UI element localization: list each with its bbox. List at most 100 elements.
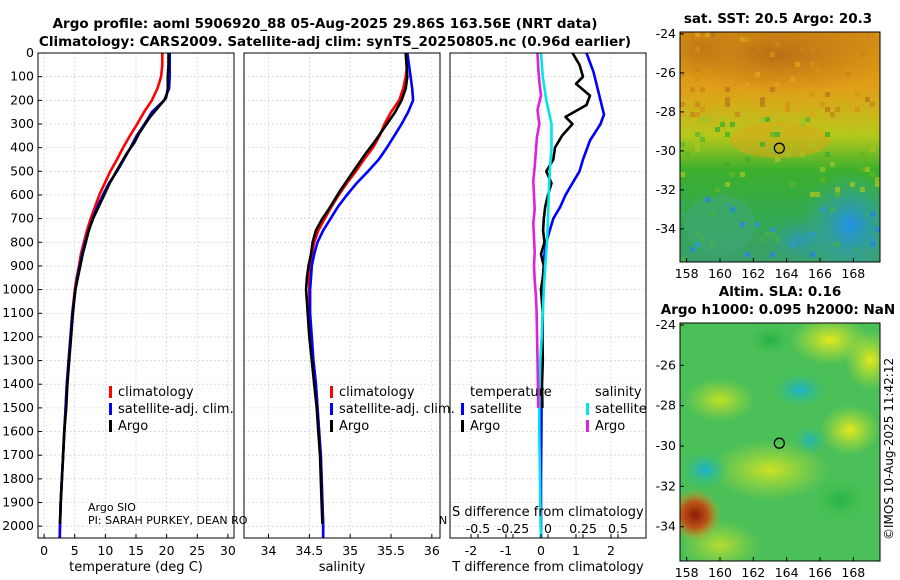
salinity-lines bbox=[304, 52, 415, 538]
temperature-xticks: 0 5 10 15 20 25 30 bbox=[40, 534, 236, 558]
sst-pixel bbox=[695, 147, 700, 152]
sst-pixel bbox=[735, 32, 740, 37]
sst-pixel bbox=[740, 172, 745, 177]
sst-pixel bbox=[870, 147, 875, 152]
sst-pixel bbox=[875, 132, 880, 137]
sst-pixel bbox=[725, 87, 730, 92]
sst-pixel bbox=[810, 112, 815, 117]
sst-pixel bbox=[810, 232, 815, 237]
sst-pixel bbox=[680, 172, 685, 177]
sst-pixel bbox=[835, 107, 840, 112]
sst-pixel bbox=[685, 152, 690, 157]
depth-tick-label: 500 bbox=[10, 163, 34, 178]
sst-pixel bbox=[725, 57, 730, 62]
legend-label-sal-satellite: satellite bbox=[595, 402, 647, 417]
sst-map-panel: sat. SST: 20.5 Argo: 20.3 158 160 162 164 16… bbox=[656, 11, 881, 281]
sst-pixel bbox=[770, 87, 775, 92]
sst-pixel bbox=[820, 207, 825, 212]
sst-pixel bbox=[800, 117, 805, 122]
lon-tick-label: 168 bbox=[841, 565, 865, 580]
legend-swatch-argo bbox=[330, 420, 333, 432]
sst-pixel bbox=[755, 222, 760, 227]
sst-pixel bbox=[770, 67, 775, 72]
x-tick-label: 0 bbox=[40, 543, 48, 558]
depth-tick-label: 1900 bbox=[2, 495, 34, 510]
legend-swatch-argo bbox=[109, 420, 112, 432]
sst-pixel bbox=[700, 107, 705, 112]
depth-tick-label: 800 bbox=[10, 234, 34, 249]
sst-pixel bbox=[680, 257, 685, 262]
series-line-salinity-satellite bbox=[537, 52, 553, 539]
sst-pixel bbox=[720, 117, 725, 122]
sst-pixel bbox=[695, 67, 700, 72]
sst-pixel bbox=[870, 102, 875, 107]
lat-tick-label: -24 bbox=[656, 26, 676, 41]
temperature-lines bbox=[58, 53, 171, 539]
lon-tick-label: 158 bbox=[675, 266, 699, 281]
sst-pixel bbox=[825, 92, 830, 97]
lat-tick-label: -24 bbox=[656, 317, 676, 332]
depth-tick-label: 0 bbox=[26, 45, 34, 60]
sst-pixel bbox=[760, 237, 765, 242]
secondary-tick-label: -0.25 bbox=[497, 521, 529, 536]
sst-pixel bbox=[850, 132, 855, 137]
sst-pixel bbox=[810, 62, 815, 67]
sst-pixels bbox=[680, 32, 880, 262]
sla-map-title-line2: Argo h1000: 0.095 h2000: NaN bbox=[661, 302, 895, 318]
sst-pixel bbox=[845, 67, 850, 72]
sst-pixel bbox=[855, 137, 860, 142]
lat-tick-label: -28 bbox=[656, 398, 676, 413]
sst-pixel bbox=[725, 42, 730, 47]
sst-pixel bbox=[855, 107, 860, 112]
sst-pixel bbox=[875, 182, 880, 187]
sst-pixel bbox=[820, 167, 825, 172]
sst-xticks: 158 160 162 164 166 168 bbox=[675, 258, 865, 281]
sst-pixel bbox=[730, 207, 735, 212]
legend-label-satellite-adj: satellite-adj. clim. bbox=[118, 402, 234, 417]
sst-pixel bbox=[760, 142, 765, 147]
sst-pixel bbox=[860, 52, 865, 57]
depth-tick-label: 200 bbox=[10, 92, 34, 107]
sst-pixel bbox=[700, 132, 705, 137]
sst-pixel bbox=[785, 102, 790, 107]
lat-tick-label: -34 bbox=[656, 221, 676, 236]
x-tick-label: 2 bbox=[607, 543, 615, 558]
difference-legend: temperature salinity satellite Argo sate… bbox=[461, 385, 647, 434]
sst-pixel bbox=[795, 62, 800, 67]
depth-tick-label: 1200 bbox=[2, 329, 34, 344]
x-tick-label: 10 bbox=[97, 543, 113, 558]
sst-pixel bbox=[720, 122, 725, 127]
sst-pixel bbox=[700, 237, 705, 242]
sst-pixel bbox=[715, 127, 720, 132]
lon-tick-label: 160 bbox=[708, 565, 732, 580]
lon-tick-label: 168 bbox=[841, 266, 865, 281]
sst-pixel bbox=[810, 142, 815, 147]
sst-pixel bbox=[810, 252, 815, 257]
secondary-tick-label: 0 bbox=[544, 521, 552, 536]
sst-pixel bbox=[705, 102, 710, 107]
legend-label-temp-argo: Argo bbox=[470, 419, 500, 434]
x-tick-label: 36 bbox=[424, 543, 440, 558]
sst-pixel bbox=[825, 177, 830, 182]
sst-pixel bbox=[830, 47, 835, 52]
sst-pixel bbox=[710, 212, 715, 217]
sst-pixel bbox=[855, 247, 860, 252]
x-tick-label: 20 bbox=[159, 543, 175, 558]
legend-swatch-satellite-adj bbox=[330, 403, 333, 415]
sst-pixel bbox=[835, 192, 840, 197]
sst-pixel bbox=[820, 177, 825, 182]
sst-pixel bbox=[695, 232, 700, 237]
sst-pixel bbox=[875, 177, 880, 182]
sst-pixel bbox=[725, 102, 730, 107]
sst-pixel bbox=[710, 242, 715, 247]
sst-pixel bbox=[785, 107, 790, 112]
sst-pixel bbox=[695, 102, 700, 107]
depth-tick-label: 1500 bbox=[2, 400, 34, 415]
depth-tick-label: 1700 bbox=[2, 447, 34, 462]
sst-pixel bbox=[775, 82, 780, 87]
sst-pixel bbox=[835, 242, 840, 247]
salinity-grid bbox=[244, 52, 440, 538]
sst-pixel bbox=[860, 187, 865, 192]
sst-pixel bbox=[770, 147, 775, 152]
lon-tick-label: 164 bbox=[775, 565, 799, 580]
